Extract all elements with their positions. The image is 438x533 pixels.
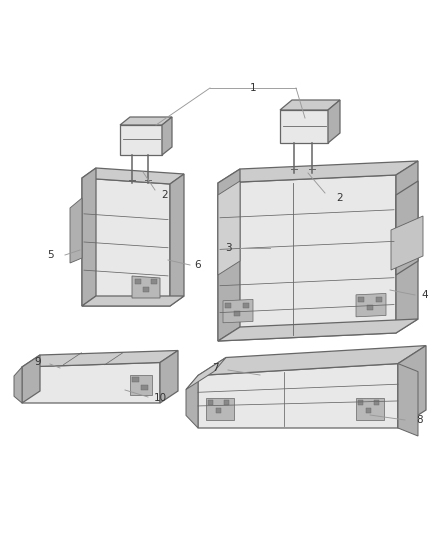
Polygon shape (162, 117, 172, 155)
Polygon shape (218, 169, 240, 341)
Polygon shape (132, 377, 139, 382)
Polygon shape (130, 375, 152, 395)
Polygon shape (234, 311, 240, 316)
Polygon shape (367, 305, 373, 310)
Polygon shape (22, 362, 160, 403)
Polygon shape (225, 303, 231, 308)
Polygon shape (22, 351, 178, 367)
Polygon shape (151, 279, 157, 284)
Text: 8: 8 (417, 415, 423, 425)
Polygon shape (366, 408, 371, 413)
Polygon shape (132, 276, 160, 298)
Text: 9: 9 (35, 357, 41, 367)
Polygon shape (82, 168, 96, 306)
Polygon shape (224, 400, 229, 405)
Polygon shape (141, 385, 148, 390)
Polygon shape (356, 398, 384, 420)
Polygon shape (280, 110, 328, 143)
Polygon shape (143, 287, 149, 292)
Polygon shape (208, 400, 213, 405)
Polygon shape (198, 364, 398, 428)
Polygon shape (120, 125, 162, 155)
Polygon shape (186, 376, 198, 428)
Polygon shape (218, 175, 396, 341)
Text: 7: 7 (212, 363, 218, 373)
Polygon shape (218, 161, 418, 183)
Text: 4: 4 (422, 290, 428, 300)
Polygon shape (82, 178, 170, 306)
Polygon shape (356, 294, 386, 317)
Text: 10: 10 (153, 393, 166, 403)
Polygon shape (186, 358, 226, 390)
Polygon shape (374, 400, 379, 405)
Polygon shape (398, 364, 418, 436)
Polygon shape (396, 161, 418, 333)
Polygon shape (198, 345, 426, 376)
Polygon shape (376, 297, 382, 302)
Polygon shape (70, 198, 82, 263)
Polygon shape (218, 319, 418, 341)
Polygon shape (14, 367, 22, 403)
Polygon shape (218, 181, 240, 275)
Text: 2: 2 (162, 190, 168, 200)
Polygon shape (216, 408, 221, 413)
Polygon shape (358, 400, 363, 405)
Polygon shape (328, 100, 340, 143)
Polygon shape (170, 174, 184, 306)
Text: 6: 6 (194, 260, 201, 270)
Polygon shape (391, 216, 423, 270)
Polygon shape (223, 300, 253, 323)
Polygon shape (396, 181, 418, 275)
Polygon shape (82, 168, 184, 184)
Polygon shape (280, 100, 340, 110)
Polygon shape (398, 345, 426, 428)
Text: 1: 1 (250, 83, 256, 93)
Polygon shape (206, 398, 234, 420)
Polygon shape (22, 355, 40, 403)
Polygon shape (160, 351, 178, 403)
Text: 5: 5 (47, 250, 53, 260)
Polygon shape (82, 296, 184, 306)
Polygon shape (358, 297, 364, 302)
Text: 2: 2 (337, 193, 343, 203)
Text: 3: 3 (225, 243, 231, 253)
Polygon shape (135, 279, 141, 284)
Polygon shape (120, 117, 172, 125)
Polygon shape (243, 303, 249, 308)
